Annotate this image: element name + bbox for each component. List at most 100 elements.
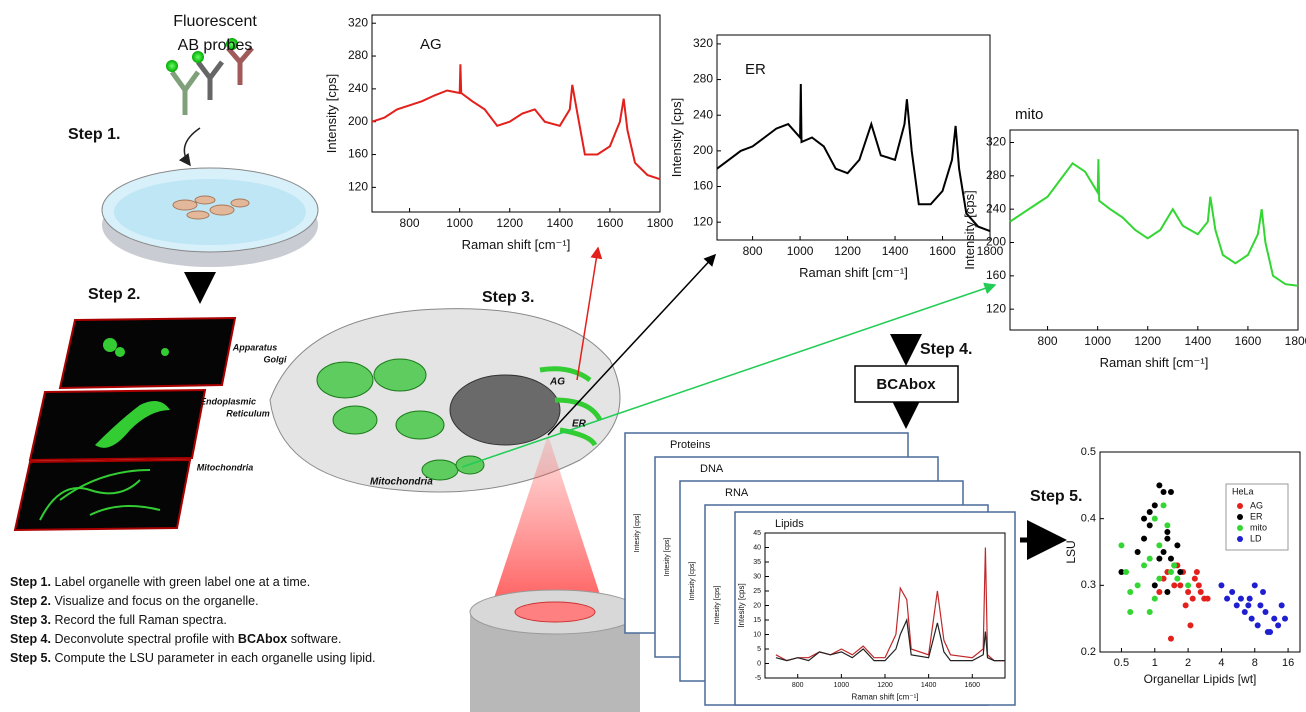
x-tick-label: 1400 (546, 216, 573, 230)
y-tick-label: 0.5 (1081, 446, 1096, 458)
x-tick-label: 8 (1252, 657, 1258, 669)
x-tick-label: 800 (1038, 334, 1058, 348)
data-point (1282, 616, 1288, 622)
data-point (1187, 622, 1193, 628)
data-point (1152, 596, 1158, 602)
chart-title: ER (745, 61, 766, 78)
figure: FluorescentAB probesStep 1.Step 2.Step 3… (0, 0, 1306, 712)
y-axis-label: Intensity [cps] (669, 98, 684, 177)
data-point (1247, 596, 1253, 602)
data-point (1224, 596, 1230, 602)
y-tick-label: 160 (986, 268, 1006, 282)
data-point (1190, 596, 1196, 602)
x-tick-label: 800 (400, 216, 420, 230)
data-point (1242, 609, 1248, 615)
data-point (1123, 569, 1129, 575)
y-tick-label: 280 (693, 72, 713, 86)
instruction: Step 1. Label organelle with green label… (10, 575, 310, 589)
data-point (1205, 596, 1211, 602)
x-axis-label: Raman shift [cm⁻¹] (462, 237, 571, 252)
spectrum-line (717, 84, 990, 231)
y-tick-label: 320 (693, 36, 713, 50)
data-point (1164, 529, 1170, 535)
instruction: Step 2. Visualize and focus on the organ… (10, 594, 259, 608)
y-tick-label: 240 (986, 201, 1006, 215)
label: Fluorescent (173, 13, 257, 30)
spectrum-line (372, 64, 660, 179)
instruction: Step 3. Record the full Raman spectra. (10, 613, 227, 627)
plot-frame (1100, 452, 1300, 652)
data-point (1185, 589, 1191, 595)
y-axis-label: Intensity [cps] (962, 190, 977, 269)
y-tick-label: 240 (348, 81, 368, 95)
data-point (1279, 602, 1285, 608)
x-tick-label: 1000 (446, 216, 473, 230)
plot-frame (1010, 130, 1298, 330)
y-tick-label: 30 (753, 573, 761, 580)
x-tick-label: 1600 (1235, 334, 1262, 348)
card-title: RNA (725, 487, 749, 499)
data-point (1147, 522, 1153, 528)
data-point (1192, 576, 1198, 582)
x-tick-label: 1800 (1285, 334, 1306, 348)
data-point (1152, 516, 1158, 522)
chart-title: mito (1015, 106, 1043, 123)
data-point (1252, 582, 1258, 588)
cell-label: Mitochondria (370, 477, 433, 488)
step-label: Step 4. (920, 341, 972, 358)
x-tick-label: 16 (1282, 657, 1294, 669)
data-point (1156, 576, 1162, 582)
x-tick-label: 4 (1218, 657, 1224, 669)
y-axis-label: LSU (1064, 540, 1078, 563)
data-point (1171, 582, 1177, 588)
card-y-label: Intesity [cps] (664, 537, 671, 576)
instruction-step: Step 4. (10, 632, 51, 646)
data-point (1164, 536, 1170, 542)
legend-label: mito (1250, 522, 1267, 532)
data-point (1238, 596, 1244, 602)
data-point (1168, 556, 1174, 562)
x-tick-label: 1800 (647, 216, 674, 230)
y-tick-label: 280 (986, 168, 1006, 182)
legend-marker (1237, 514, 1243, 520)
y-tick-label: 120 (348, 180, 368, 194)
step-label: Step 2. (88, 286, 140, 303)
y-tick-label: 0.3 (1081, 579, 1096, 591)
y-tick-label: 160 (693, 179, 713, 193)
x-tick-label: 1400 (882, 244, 909, 258)
data-point (1118, 542, 1124, 548)
x-tick-label: 1 (1152, 657, 1158, 669)
data-point (1275, 622, 1281, 628)
y-tick-label: 120 (693, 214, 713, 228)
data-point (1156, 542, 1162, 548)
instruction-text: software. (287, 632, 341, 646)
x-tick-label: 1200 (496, 216, 523, 230)
cell-label: AG (549, 377, 565, 388)
organelle-label: Apparatus (232, 342, 278, 352)
data-point (1177, 582, 1183, 588)
card-title: Proteins (670, 439, 711, 451)
cell (270, 309, 620, 492)
x-tick-label: 1400 (921, 682, 937, 689)
x-axis-label: Raman shift [cm⁻¹] (852, 693, 919, 702)
y-tick-label: 5 (757, 646, 761, 653)
x-tick-label: 2 (1185, 657, 1191, 669)
data-point (1265, 629, 1271, 635)
data-point (1141, 536, 1147, 542)
legend-marker (1237, 536, 1243, 542)
data-point (1229, 589, 1235, 595)
x-tick-label: 1200 (834, 244, 861, 258)
y-tick-label: 45 (753, 530, 761, 537)
x-tick-label: 800 (743, 244, 763, 258)
instruction-text: Visualize and focus on the organelle. (54, 594, 258, 608)
y-tick-label: 0.4 (1081, 513, 1096, 525)
data-point (1168, 489, 1174, 495)
chart-title: Lipids (775, 518, 804, 530)
data-point (1245, 602, 1251, 608)
data-point (1147, 609, 1153, 615)
petri-dish (102, 168, 318, 267)
x-axis-label: Raman shift [cm⁻¹] (1100, 355, 1209, 370)
y-tick-label: 200 (986, 235, 1006, 249)
x-tick-label: 1600 (964, 682, 980, 689)
data-point (1271, 616, 1277, 622)
